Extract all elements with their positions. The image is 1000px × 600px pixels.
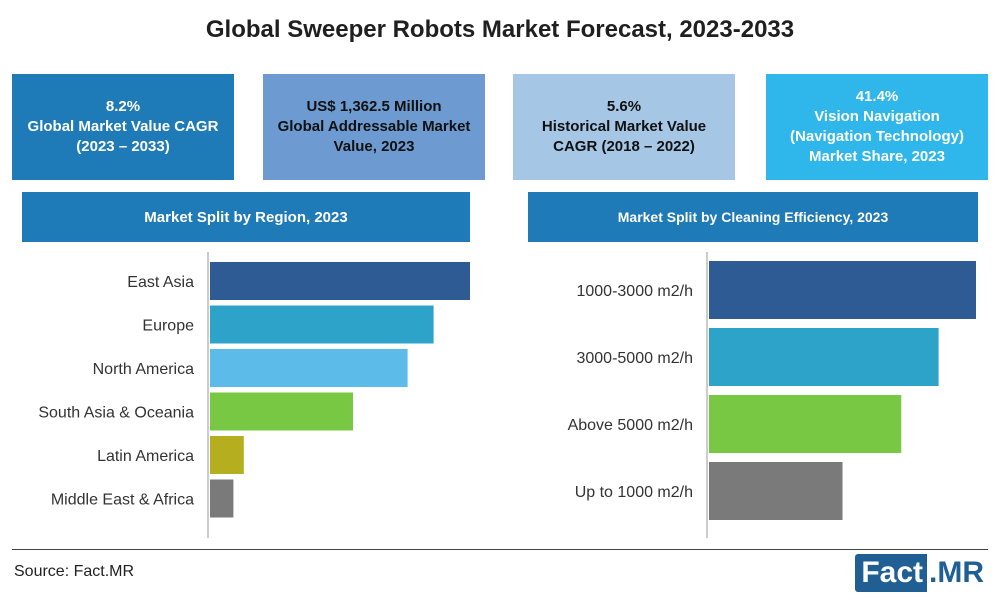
bar-south-asia-oceania xyxy=(210,392,353,431)
bar-europe xyxy=(210,305,434,344)
region-bar-chart: East Asia Europe North America South Asia &… xyxy=(38,252,470,538)
bar-1000-3000-m2-h xyxy=(709,261,976,319)
logo-part-fact: Fact xyxy=(855,554,927,592)
category-label: North America xyxy=(93,361,194,378)
bar-north-america xyxy=(210,349,408,387)
logo-part-mr: .MR xyxy=(929,556,984,589)
efficiency-chart-title: Market Split by Cleaning Efficiency, 202… xyxy=(528,192,978,242)
kpi-label: Historical Market Value xyxy=(541,118,707,135)
kpi-historical-cagr: 5.6% Historical Market Value CAGR (2018 … xyxy=(513,74,735,180)
factmr-logo: Fact .MR xyxy=(855,554,986,592)
efficiency-bar-chart: 1000-3000 m2/h 3000-5000 m2/h Above 5000 m… xyxy=(568,252,976,538)
category-label: Middle East & Africa xyxy=(51,492,194,509)
bar-3000-5000-m2-h xyxy=(709,328,939,386)
kpi-market-value-cagr: 8.2% Global Market Value CAGR (2023 – 20… xyxy=(12,74,234,180)
category-label: 3000-5000 m2/h xyxy=(576,350,693,367)
kpi-value: US$ 1,362.5 Million xyxy=(306,98,442,115)
kpi-value: 5.6% xyxy=(606,98,642,115)
kpi-label: (Navigation Technology) xyxy=(790,128,964,145)
kpi-vision-navigation-share: 41.4% Vision Navigation (Navigation Tech… xyxy=(766,74,988,180)
category-label: Latin America xyxy=(97,448,194,465)
bar-up-to-1000-m2-h xyxy=(709,462,843,520)
kpi-label: CAGR (2018 – 2022) xyxy=(553,138,695,155)
source-note: Source: Fact.MR xyxy=(14,563,135,580)
bar-east-asia xyxy=(210,262,470,300)
bar-above-5000-m2-h xyxy=(709,395,902,453)
category-label: Up to 1000 m2/h xyxy=(575,484,693,501)
kpi-label: Global Market Value CAGR xyxy=(27,118,219,135)
category-label: South Asia & Oceania xyxy=(38,405,194,422)
kpi-label: Value, 2023 xyxy=(333,138,415,155)
category-label: East Asia xyxy=(127,274,194,291)
footer-divider xyxy=(12,549,988,550)
region-chart-title: Market Split by Region, 2023 xyxy=(22,192,470,242)
kpi-addressable-market: US$ 1,362.5 Million Global Addressable M… xyxy=(263,74,485,180)
kpi-label: Vision Navigation xyxy=(814,108,940,125)
kpi-label: Global Addressable Market xyxy=(277,118,471,135)
category-label: 1000-3000 m2/h xyxy=(576,283,693,300)
category-label: Europe xyxy=(142,318,194,335)
page-title: Global Sweeper Robots Market Forecast, 2… xyxy=(205,16,795,43)
category-label: Above 5000 m2/h xyxy=(568,417,693,434)
kpi-label: Market Share, 2023 xyxy=(809,148,945,165)
bar-middle-east-africa xyxy=(210,479,234,518)
kpi-label: (2023 – 2033) xyxy=(76,138,170,155)
kpi-value: 41.4% xyxy=(855,88,899,105)
kpi-value: 8.2% xyxy=(105,98,141,115)
bar-latin-america xyxy=(210,436,244,474)
